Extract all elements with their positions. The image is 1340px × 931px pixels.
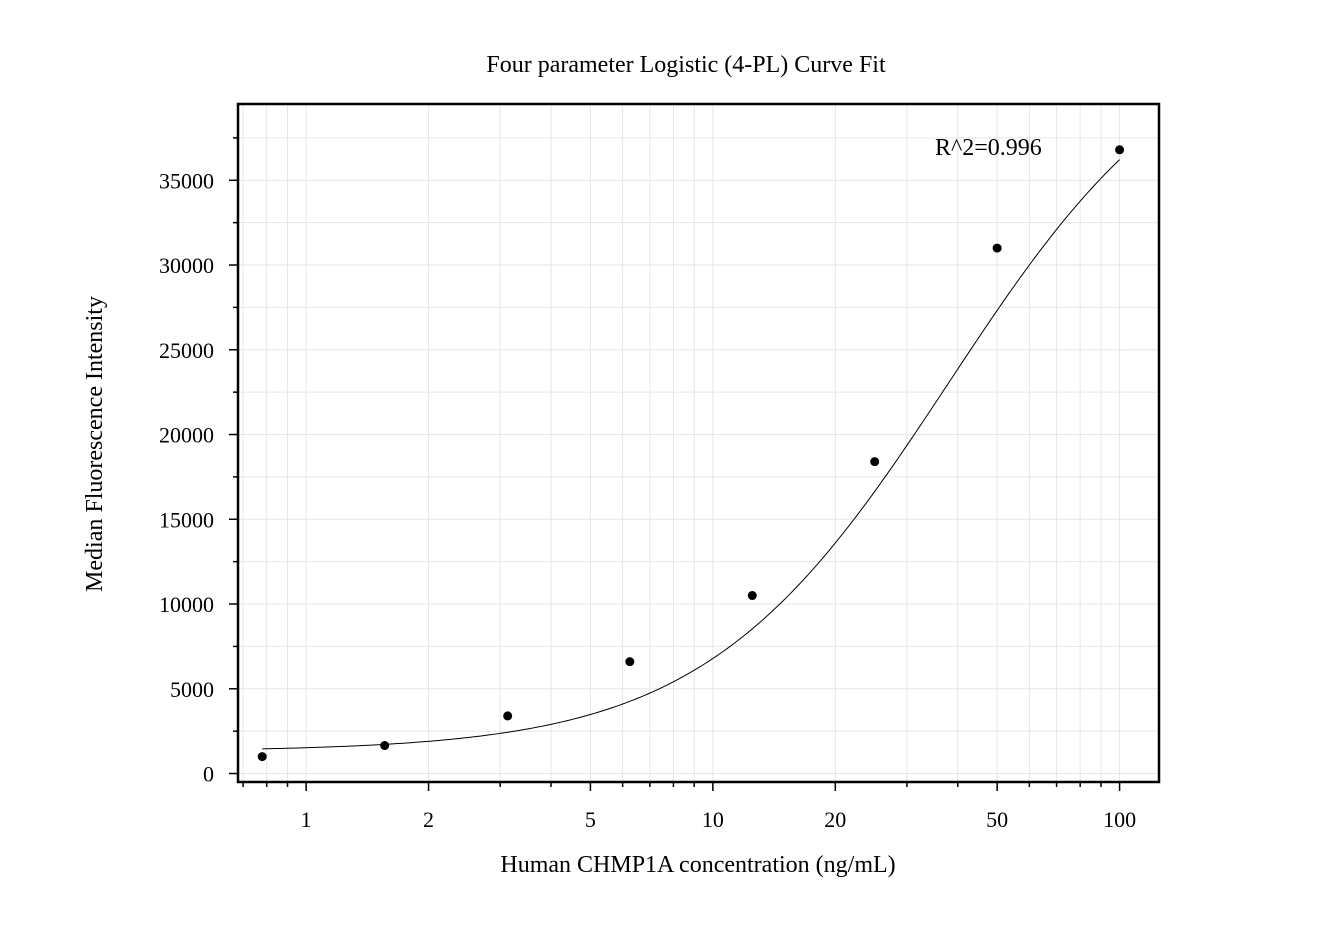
y-tick-label: 10000 xyxy=(159,592,214,617)
data-point xyxy=(625,657,635,667)
data-point xyxy=(747,591,757,601)
x-tick-label: 100 xyxy=(1103,807,1136,832)
x-axis-label: Human CHMP1A concentration (ng/mL) xyxy=(500,852,895,878)
x-tick-label: 50 xyxy=(986,807,1008,832)
data-point xyxy=(1115,145,1125,155)
x-tick-label: 2 xyxy=(423,807,434,832)
data-point xyxy=(380,741,390,751)
data-point xyxy=(503,711,513,721)
x-tick-label: 1 xyxy=(301,807,312,832)
y-axis: 0 5000 10000 15000 20000 25000 30000 35000 xyxy=(159,137,238,787)
y-tick-label: 15000 xyxy=(159,507,214,532)
x-axis: 1 2 5 10 20 50 100 xyxy=(242,782,1136,832)
data-points xyxy=(257,145,1125,762)
y-tick-label: 35000 xyxy=(159,168,214,193)
y-tick-label: 5000 xyxy=(170,677,214,702)
data-point xyxy=(257,752,267,762)
x-tick-label: 20 xyxy=(824,807,846,832)
y-tick-label: 0 xyxy=(203,762,214,787)
y-tick-label: 20000 xyxy=(159,423,214,448)
data-point xyxy=(992,243,1002,253)
y-tick-label: 30000 xyxy=(159,253,214,278)
data-point xyxy=(870,457,880,467)
grid xyxy=(238,104,1159,782)
fit-curve xyxy=(262,159,1120,750)
plot-frame xyxy=(236,102,1161,784)
x-tick-label: 10 xyxy=(702,807,724,832)
r-squared-annotation: R^2=0.996 xyxy=(935,135,1042,161)
y-axis-label: Median Fluorescence Intensity xyxy=(82,296,108,592)
y-tick-label: 25000 xyxy=(159,338,214,363)
chart-title: Four parameter Logistic (4-PL) Curve Fit xyxy=(486,52,886,78)
x-tick-label: 5 xyxy=(585,807,596,832)
